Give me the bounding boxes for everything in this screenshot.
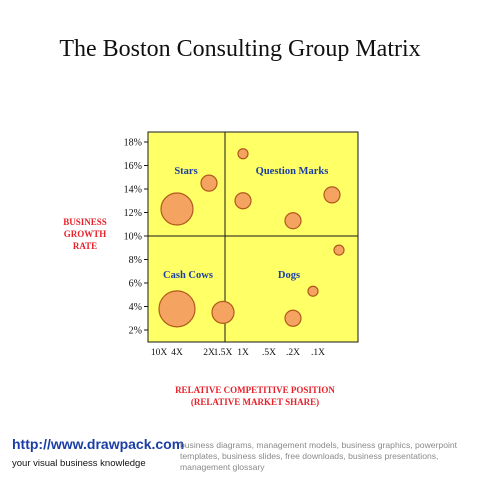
data-bubble [237, 148, 249, 160]
data-bubble [284, 212, 302, 230]
y-tick-label: 8% [129, 255, 142, 266]
x-tick-label: .1X [311, 348, 325, 358]
data-bubble [307, 285, 319, 297]
data-bubble [160, 192, 194, 226]
page-title: The Boston Consulting Group Matrix [59, 36, 421, 62]
x-tick-label: .5X [262, 348, 276, 358]
y-tick-label: 6% [129, 279, 142, 290]
y-tick-label: 12% [124, 208, 142, 219]
y-axis-title: BUSINESS GROWTH RATE [50, 216, 120, 252]
y-tick-label: 14% [124, 185, 142, 196]
data-bubble [323, 186, 341, 204]
y-axis-title-line: GROWTH [63, 229, 107, 239]
x-axis-title: RELATIVE COMPETITIVE POSITION (RELATIVE … [130, 384, 380, 408]
y-axis-title-line: BUSINESS [63, 217, 107, 227]
x-tick-label: 4X [171, 348, 183, 358]
quadrant-label: Stars [174, 166, 197, 177]
x-tick-label: .2X [286, 348, 300, 358]
data-bubble [284, 309, 302, 327]
data-bubble [333, 244, 345, 256]
footer-tagline: your visual business knowledge [12, 458, 146, 469]
x-axis-title-line: RELATIVE COMPETITIVE POSITION [175, 385, 335, 395]
data-bubble [211, 300, 235, 324]
data-bubble [200, 174, 218, 192]
x-axis-title-line: (RELATIVE MARKET SHARE) [190, 397, 320, 407]
footer-description: business diagrams, management models, bu… [180, 440, 458, 472]
x-tick-label: 2X [203, 348, 215, 358]
y-tick-label: 2% [129, 326, 142, 337]
data-bubble [158, 290, 196, 328]
y-tick-label: 18% [124, 138, 142, 149]
footer-url-link[interactable]: http://www.drawpack.com [12, 436, 185, 452]
data-bubble [234, 192, 252, 210]
x-tick-label: 1.5X [214, 348, 233, 358]
quadrant-label: Cash Cows [163, 270, 213, 281]
y-axis-title-line: RATE [72, 241, 98, 251]
x-tick-label: 10X [151, 348, 168, 358]
y-tick-label: 4% [129, 302, 142, 313]
quadrant-label: Question Marks [256, 166, 329, 177]
y-tick-label: 10% [124, 232, 142, 243]
y-tick-label: 16% [124, 161, 142, 172]
x-tick-label: 1X [237, 348, 249, 358]
quadrant-label: Dogs [278, 270, 300, 281]
